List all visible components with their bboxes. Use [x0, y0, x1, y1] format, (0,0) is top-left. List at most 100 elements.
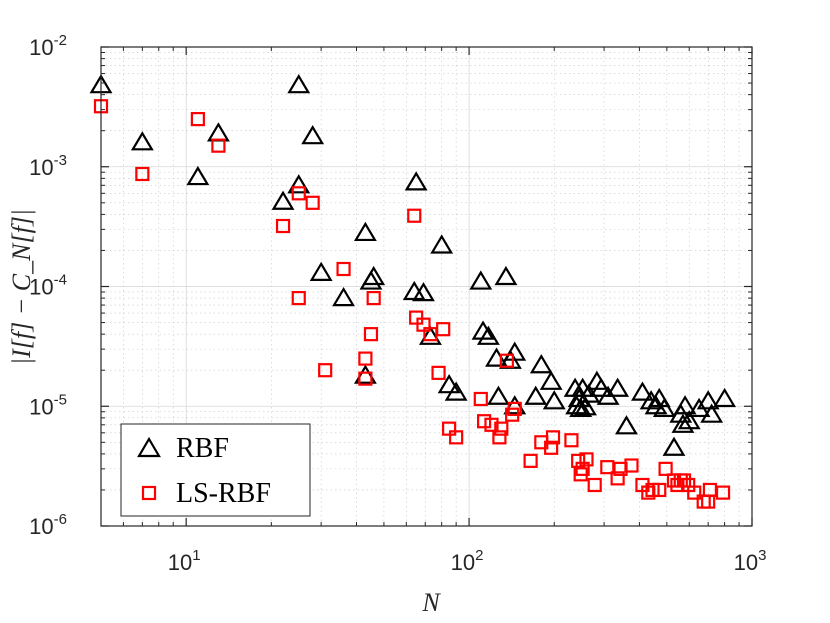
rbf-point — [524, 385, 548, 405]
ls-rbf-point — [652, 482, 667, 498]
rbf-point — [574, 396, 597, 416]
ls-rbf-point — [135, 166, 150, 182]
ls-rbf-point — [492, 430, 507, 445]
ls-rbf-point — [687, 485, 702, 500]
legend-box — [120, 423, 311, 517]
rbf-point — [529, 354, 553, 374]
rbf-point — [271, 190, 295, 210]
ls-rbf-point — [624, 458, 639, 473]
ls-rbf-point — [358, 351, 373, 366]
rbf-point — [673, 395, 697, 415]
y-tick-label: 10-4 — [29, 272, 67, 300]
ls-rbf-point — [715, 485, 731, 500]
ls-rbf-point — [610, 471, 625, 486]
ls-rbf-point — [484, 417, 499, 432]
legend-item-ls-rbf: LS-RBF — [141, 478, 271, 509]
rbf-point — [696, 390, 720, 410]
ls-rbf-point — [336, 261, 351, 277]
ls-rbf-point — [291, 186, 306, 201]
rbf-point — [418, 325, 442, 345]
ls-rbf-point — [477, 414, 492, 429]
rbf-point — [700, 403, 724, 423]
rbf-point — [569, 397, 593, 418]
rbf-point — [412, 281, 435, 302]
legend-label-ls-rbf: LS-RBF — [176, 478, 271, 509]
rbf-point — [309, 261, 333, 281]
ls-rbf-point — [545, 430, 561, 445]
y-tick-label: 10-6 — [29, 511, 67, 539]
x-tick-label: 102 — [451, 547, 484, 575]
ls-rbf-point — [305, 195, 320, 210]
x-tick-label: 101 — [168, 547, 201, 575]
y-tick-label: 10-2 — [29, 32, 67, 60]
legend: RBF LS-RBF — [120, 423, 311, 517]
series-rbf — [89, 74, 737, 456]
tick-labels: 101 102 103 10-6 10-5 10-4 10-3 10-2 — [29, 32, 766, 575]
series-ls-rbf — [93, 99, 731, 509]
rbf-point — [589, 377, 613, 397]
y-axis-label: |I[f] − C_N[f]| — [7, 209, 36, 365]
rbf-point — [130, 131, 154, 151]
ls-rbf-point — [275, 218, 291, 234]
rbf-point — [539, 370, 563, 390]
ls-rbf-point — [564, 433, 579, 448]
rbf-point — [186, 165, 210, 186]
y-tick-label: 10-3 — [29, 152, 67, 180]
rbf-point — [353, 364, 377, 384]
rbf-point — [404, 171, 428, 191]
rbf-point — [615, 415, 638, 435]
ls-rbf-point — [507, 401, 522, 417]
ls-rbf-point — [473, 391, 488, 407]
legend-item-rbf: RBF — [137, 433, 229, 464]
ls-rbf-point — [676, 473, 692, 488]
rbf-point — [353, 221, 377, 242]
x-tick-label: 103 — [734, 547, 767, 575]
rbf-point — [542, 390, 566, 410]
ls-rbf-point — [190, 111, 205, 127]
rbf-point — [567, 387, 591, 408]
rbf-point — [652, 397, 676, 418]
rbf-point — [662, 436, 686, 456]
ls-rbf-point — [494, 421, 509, 436]
ls-rbf-point — [211, 138, 226, 153]
rbf-point — [332, 286, 355, 307]
ls-rbf-point — [449, 430, 464, 445]
rbf-point — [287, 174, 311, 194]
ls-rbf-point — [702, 482, 718, 498]
rbf-point — [487, 385, 510, 405]
rbf-point — [639, 390, 663, 410]
ls-rbf-point — [587, 477, 602, 493]
rbf-point — [430, 234, 454, 254]
ls-rbf-point — [575, 461, 590, 476]
ls-rbf-point — [436, 322, 451, 337]
x-axis-label: N — [421, 588, 441, 617]
ls-rbf-point — [658, 461, 673, 476]
legend-label-rbf: RBF — [176, 433, 229, 464]
rbf-point — [503, 341, 527, 361]
data-markers — [89, 74, 737, 509]
rbf-point — [301, 125, 325, 145]
rbf-point — [503, 395, 527, 415]
rbf-point — [362, 265, 386, 286]
rbf-point — [437, 374, 461, 394]
axis-ticks — [101, 46, 753, 527]
y-tick-label: 10-5 — [29, 391, 67, 419]
legend-square-marker — [141, 485, 157, 501]
rbf-point — [713, 387, 737, 408]
rbf-point — [494, 265, 518, 286]
rbf-point — [631, 381, 654, 401]
ls-rbf-point — [499, 353, 514, 368]
ls-rbf-point — [600, 460, 615, 475]
ls-rbf-point — [358, 371, 373, 386]
rbf-point — [469, 270, 493, 290]
ls-rbf-point — [291, 291, 306, 306]
rbf-point — [647, 387, 671, 408]
ls-rbf-point — [366, 291, 381, 306]
ls-rbf-point — [544, 440, 559, 455]
ls-rbf-point — [523, 453, 538, 468]
ls-rbf-point — [407, 208, 422, 223]
rbf-point — [606, 377, 630, 397]
ls-rbf-point — [579, 452, 594, 467]
ls-rbf-point — [318, 363, 333, 378]
